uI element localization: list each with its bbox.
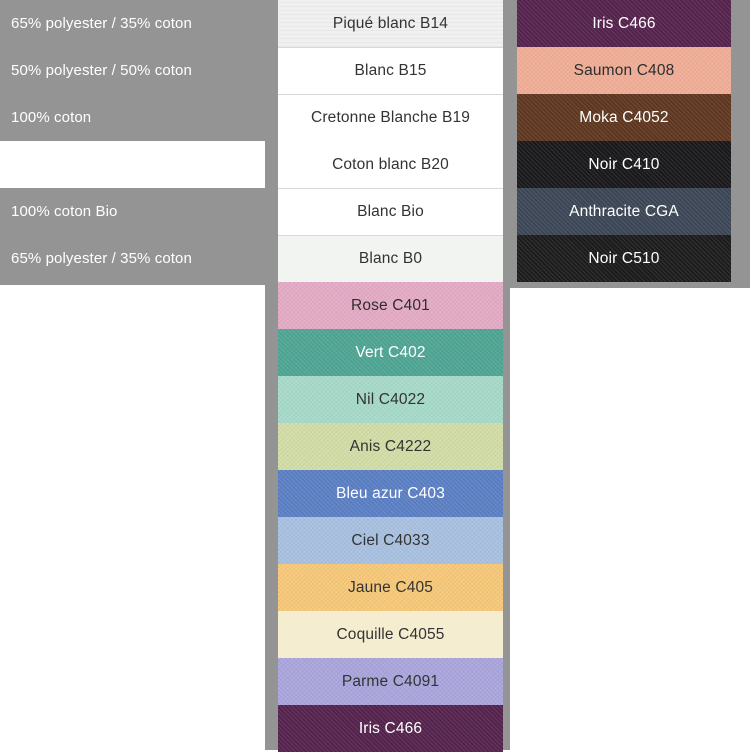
color-swatch[interactable]: Iris C466 — [278, 705, 503, 752]
swatch-label: Coquille C4055 — [336, 625, 445, 643]
swatch-label: Blanc B0 — [358, 250, 423, 267]
color-swatch[interactable]: Vert C402 — [278, 329, 503, 376]
swatch-label: Blanc Bio — [357, 203, 424, 220]
left-panel-background-top — [0, 0, 265, 141]
color-swatch[interactable]: Coton blanc B20 — [278, 141, 503, 188]
swatch-label: Coton blanc B20 — [332, 155, 449, 173]
composition-label-column: 65% polyester / 35% coton 50% polyester /… — [0, 0, 265, 282]
swatch-label: Anis C4222 — [349, 437, 432, 455]
swatch-label: Noir C510 — [588, 249, 660, 267]
swatch-label: Nil C4022 — [355, 390, 426, 408]
composition-label: 65% polyester / 35% coton — [11, 250, 192, 267]
color-swatch[interactable]: Blanc B15 — [278, 47, 503, 94]
swatch-label: Piqué blanc B14 — [332, 14, 449, 32]
color-swatch[interactable]: Jaune C405 — [278, 564, 503, 611]
color-swatch-column-middle: Piqué blanc B14 Blanc B15 Cretonne Blanche… — [278, 0, 503, 752]
color-swatch[interactable]: Anthracite CGA — [517, 188, 731, 235]
swatch-label: Jaune C405 — [347, 578, 434, 596]
color-swatch[interactable]: Anis C4222 — [278, 423, 503, 470]
color-swatch[interactable]: Coquille C4055 — [278, 611, 503, 658]
color-swatch[interactable]: Nil C4022 — [278, 376, 503, 423]
color-swatch[interactable]: Ciel C4033 — [278, 517, 503, 564]
color-swatch[interactable]: Saumon C408 — [517, 47, 731, 94]
swatch-label: Iris C466 — [592, 14, 656, 32]
swatch-label: Noir C410 — [588, 155, 660, 173]
color-swatch[interactable]: Noir C410 — [517, 141, 731, 188]
swatch-label: Saumon C408 — [573, 61, 675, 79]
color-swatch[interactable]: Rose C401 — [278, 282, 503, 329]
color-swatch[interactable]: Iris C466 — [517, 0, 731, 47]
color-swatch[interactable]: Noir C510 — [517, 235, 731, 282]
color-swatch[interactable]: Bleu azur C403 — [278, 470, 503, 517]
composition-label-spacer — [0, 141, 265, 188]
composition-label: 100% coton Bio — [11, 203, 118, 220]
composition-label: 65% polyester / 35% coton — [11, 15, 192, 32]
swatch-label: Moka C4052 — [579, 108, 669, 126]
color-swatch[interactable]: Moka C4052 — [517, 94, 731, 141]
composition-label: 100% coton — [11, 109, 92, 126]
swatch-label: Ciel C4033 — [351, 531, 430, 549]
composition-label: 50% polyester / 50% coton — [11, 62, 192, 79]
color-swatch[interactable]: Parme C4091 — [278, 658, 503, 705]
color-swatch[interactable]: Cretonne Blanche B19 — [278, 94, 503, 141]
swatch-label: Parme C4091 — [341, 672, 440, 690]
color-swatch-column-right: Iris C466 Saumon C408 Moka C4052 Noir C410 A… — [517, 0, 731, 282]
swatch-label: Blanc B15 — [354, 62, 427, 79]
color-swatch[interactable]: Blanc Bio — [278, 188, 503, 235]
swatch-label: Cretonne Blanche B19 — [311, 109, 470, 126]
swatch-label: Iris C466 — [358, 719, 423, 737]
color-swatch[interactable]: Piqué blanc B14 — [278, 0, 503, 47]
swatch-label: Anthracite CGA — [569, 202, 679, 220]
swatch-label: Vert C402 — [355, 343, 426, 361]
color-swatch[interactable]: Blanc B0 — [278, 235, 503, 282]
left-panel-background-bottom — [0, 188, 265, 285]
swatch-label: Rose C401 — [351, 296, 430, 314]
swatch-label: Bleu azur C403 — [336, 484, 445, 502]
